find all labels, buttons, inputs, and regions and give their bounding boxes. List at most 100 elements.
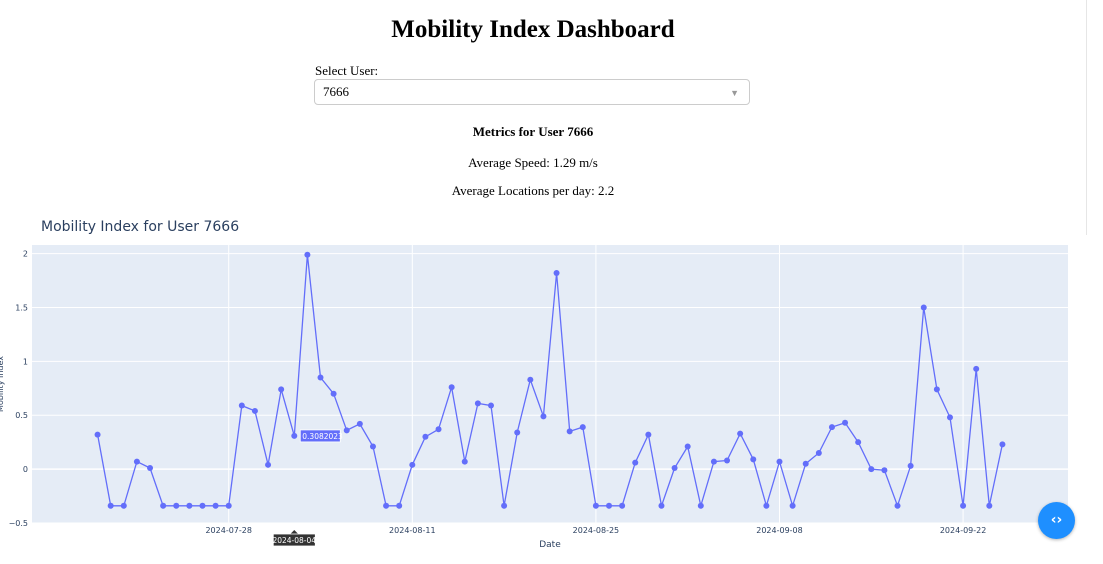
data-point: [527, 376, 534, 383]
data-point: [592, 502, 599, 509]
data-point: [474, 400, 481, 407]
data-point: [973, 365, 980, 372]
data-point: [553, 270, 560, 277]
y-tick-label: −0.5: [9, 519, 28, 528]
data-point: [540, 413, 547, 420]
hover-value-box: [299, 429, 341, 443]
data-point: [317, 374, 324, 381]
y-tick-label: 2: [23, 250, 28, 259]
data-point: [487, 402, 494, 409]
data-point: [265, 461, 272, 468]
data-point: [396, 502, 403, 509]
data-point: [501, 502, 508, 509]
data-point: [514, 429, 521, 436]
data-point: [199, 502, 206, 509]
data-point: [868, 466, 875, 473]
y-tick-label: 1: [23, 357, 28, 366]
data-point: [383, 502, 390, 509]
x-tick-label: 2024-07-28: [205, 526, 252, 535]
data-point: [933, 386, 940, 393]
user-select-value: 7666: [323, 84, 349, 99]
hover-date-pointer: [290, 530, 299, 534]
y-axis-title: Mobility Index: [0, 356, 5, 412]
user-select-dropdown[interactable]: 7666 ▼: [314, 79, 750, 105]
data-point: [763, 502, 770, 509]
data-point: [842, 419, 849, 426]
average-speed-metric: Average Speed: 1.29 m/s: [468, 155, 598, 170]
scroll-edge: [1086, 0, 1087, 235]
data-point: [606, 502, 613, 509]
y-tick-label: 0: [23, 465, 28, 474]
data-point: [133, 458, 140, 465]
data-point: [710, 458, 717, 465]
hover-date-box: [272, 533, 316, 547]
data-point: [566, 428, 573, 435]
data-point: [684, 443, 691, 450]
data-point: [579, 424, 586, 431]
data-point: [750, 456, 757, 463]
hover-date-label: 2024-08-04: [272, 536, 316, 545]
data-point: [173, 502, 180, 509]
data-point: [291, 432, 298, 439]
x-tick-label: 2024-08-11: [389, 526, 436, 535]
data-point: [238, 402, 245, 409]
data-point: [946, 414, 953, 421]
mobility-index-chart[interactable]: −0.5 0 0.5 1 1.5 2 2024-07-28 2024-08-11 2024-08…: [0, 240, 1090, 560]
data-point: [855, 439, 862, 446]
data-point: [409, 461, 416, 468]
x-tick-label: 2024-09-08: [756, 526, 803, 535]
data-point: [212, 502, 219, 509]
page-title: Mobility Index Dashboard: [391, 16, 675, 43]
y-tick-label: 1.5: [15, 303, 28, 312]
metrics-title: Metrics for User 7666: [472, 124, 594, 139]
data-point: [120, 502, 127, 509]
average-locations-metric: Average Locations per day: 2.2: [451, 183, 615, 198]
y-tick-label: 0.5: [15, 411, 28, 420]
data-point: [186, 502, 193, 509]
data-point: [356, 420, 363, 427]
data-point: [278, 386, 285, 393]
data-point: [815, 449, 822, 456]
data-point: [737, 430, 744, 437]
data-point: [461, 458, 468, 465]
data-point: [422, 433, 429, 440]
data-point: [330, 390, 337, 397]
data-point: [160, 502, 167, 509]
data-point: [881, 467, 888, 474]
data-point: [94, 431, 101, 438]
data-point: [960, 502, 967, 509]
data-point: [920, 304, 927, 311]
data-point: [147, 465, 154, 472]
plot-area: [32, 245, 1068, 523]
data-point: [645, 431, 652, 438]
data-point: [986, 502, 993, 509]
data-point: [448, 384, 455, 391]
chart-title: Mobility Index for User 7666: [41, 219, 240, 235]
data-point: [632, 459, 639, 466]
data-point: [828, 424, 835, 431]
data-point: [619, 502, 626, 509]
data-point: [435, 426, 442, 433]
data-point: [894, 502, 901, 509]
data-point: [369, 443, 376, 450]
data-point: [724, 457, 731, 464]
x-tick-label: 2024-08-25: [573, 526, 620, 535]
data-point: [225, 502, 232, 509]
series-line: [96, 254, 1004, 509]
x-axis-title: Date: [539, 540, 561, 550]
data-point: [776, 458, 783, 465]
x-tick-label: 2024-09-22: [940, 526, 987, 535]
data-point: [802, 460, 809, 467]
data-point: [671, 465, 678, 472]
code-icon[interactable]: ‹›: [1038, 502, 1075, 539]
select-user-label: Select User:: [315, 63, 379, 78]
chevron-down-icon[interactable]: ▼: [730, 88, 739, 98]
data-point: [304, 251, 311, 258]
data-point: [107, 502, 114, 509]
data-point: [343, 427, 350, 434]
data-point: [999, 441, 1006, 448]
data-point: [789, 502, 796, 509]
data-point: [907, 462, 914, 469]
hover-value-label: 0.3082023: [302, 432, 343, 441]
